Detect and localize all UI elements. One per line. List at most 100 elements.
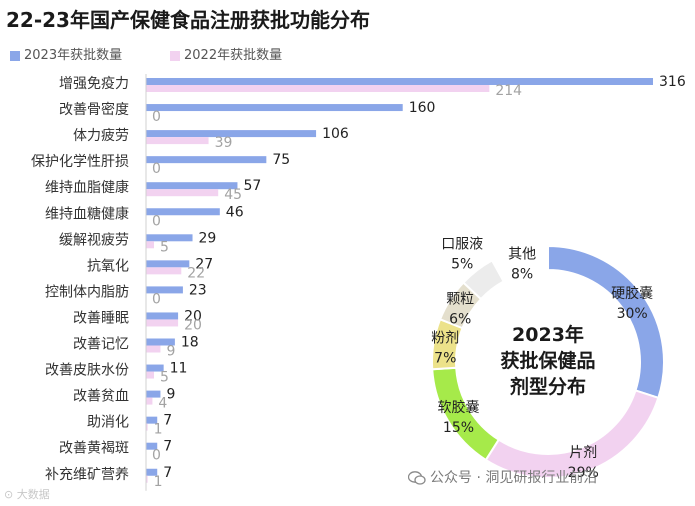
legend-item-2022: 2022年获批数量 <box>170 44 282 63</box>
category-label: 改善睡眠 <box>73 310 129 326</box>
bar-2023 <box>146 286 183 294</box>
bar-2023 <box>146 208 220 216</box>
data-label-2022: 0 <box>152 109 161 125</box>
data-label-2022: 5 <box>160 239 169 255</box>
category-label: 增强免疫力 <box>59 76 129 92</box>
bar-2023 <box>146 364 164 372</box>
data-label-2022: 214 <box>495 83 522 99</box>
slice-percent: 5% <box>451 256 473 272</box>
data-label-2022: 1 <box>154 474 163 490</box>
category-label: 缓解视疲劳 <box>59 231 129 248</box>
data-label-2022: 5 <box>160 370 169 386</box>
bar-2023 <box>146 130 317 138</box>
data-label-2023: 75 <box>272 152 290 168</box>
bar-2023 <box>146 156 267 164</box>
bar-2023 <box>146 390 161 398</box>
category-label: 改善骨密度 <box>59 101 129 118</box>
bar-2022 <box>146 189 219 197</box>
bar-2023 <box>146 338 175 346</box>
data-label-2023: 7 <box>163 465 172 481</box>
data-label-2022: 9 <box>166 344 175 360</box>
bar-2022 <box>146 241 155 249</box>
data-label-2022: 45 <box>224 187 242 203</box>
donut-title-line-2: 获批保健品 <box>500 350 596 372</box>
slice-percent: 15% <box>443 420 474 436</box>
category-label: 维持血脂健康 <box>45 179 129 196</box>
category-label: 保护化学性肝损 <box>31 154 129 170</box>
slice-percent: 29% <box>568 465 599 481</box>
bar-2023 <box>146 312 179 320</box>
slice-label: 硬胶囊 <box>611 285 653 302</box>
donut-center-title: 2023年 获批保健品 剂型分布 <box>478 322 618 400</box>
watermark: 公众号 · 洞见研报行业前沿 <box>408 467 597 487</box>
data-label-2022: 1 <box>154 422 163 438</box>
bar-2023 <box>146 234 193 242</box>
bar-2022 <box>146 319 179 327</box>
bar-2023 <box>146 78 653 85</box>
chart-title: 22-23年国产保健食品注册获批功能分布 <box>6 8 370 32</box>
data-label-2023: 20 <box>184 308 202 324</box>
slice-label: 其他 <box>508 246 536 262</box>
bar-2023 <box>146 416 158 424</box>
bar-2023 <box>146 260 190 268</box>
slice-label: 颗粒 <box>446 291 474 307</box>
category-label: 改善贫血 <box>73 389 129 405</box>
bar-2022 <box>146 267 182 275</box>
donut-slice <box>490 244 549 283</box>
bar-2022 <box>146 475 148 483</box>
data-label-2023: 7 <box>163 439 172 455</box>
bar-2022 <box>146 85 490 92</box>
watermark-text: 公众号 · 洞见研报行业前沿 <box>430 470 598 486</box>
data-label-2023: 57 <box>243 178 261 194</box>
bottom-watermark: ⊙ 大数据 <box>4 488 50 501</box>
slice-label: 粉剂 <box>431 331 459 347</box>
data-label-2023: 160 <box>409 100 436 116</box>
slice-percent: 8% <box>511 266 533 282</box>
legend-item-2023: 2023年获批数量 <box>10 44 122 63</box>
bar-2023 <box>146 442 158 450</box>
bar-2022 <box>146 137 209 145</box>
slice-percent: 30% <box>617 306 648 322</box>
slice-label: 片剂 <box>569 445 597 461</box>
category-label: 补充维矿营养 <box>45 467 129 483</box>
data-label-2023: 106 <box>322 126 349 142</box>
slice-percent: 7% <box>434 351 456 367</box>
bar-2023 <box>146 468 158 476</box>
data-label-2022: 39 <box>215 135 233 151</box>
legend-swatch-2023 <box>10 50 20 61</box>
donut-title-line-1: 2023年 <box>512 324 584 346</box>
data-label-2023: 23 <box>189 282 207 298</box>
donut-title-line-3: 剂型分布 <box>509 376 586 398</box>
bar-2022 <box>146 345 161 353</box>
data-label-2023: 18 <box>181 335 199 351</box>
category-label: 体力疲劳 <box>73 127 129 144</box>
bar-2023 <box>146 182 238 190</box>
category-label: 改善记忆 <box>73 337 129 353</box>
wechat-icon <box>408 471 426 485</box>
bar-2022 <box>146 423 148 431</box>
bar-2022 <box>146 397 153 405</box>
category-label: 维持血糖健康 <box>45 205 129 222</box>
data-label-2022: 20 <box>184 317 202 333</box>
data-label-2022: 0 <box>152 291 161 307</box>
bar-2022 <box>146 371 155 379</box>
legend-swatch-2022 <box>170 50 180 61</box>
data-label-2023: 9 <box>166 387 175 403</box>
data-label-2022: 0 <box>152 448 161 464</box>
legend-label-2022: 2022年获批数量 <box>184 48 283 63</box>
data-label-2022: 0 <box>152 161 161 177</box>
slice-label: 软胶囊 <box>437 399 479 416</box>
slice-label: 口服液 <box>441 236 483 252</box>
data-label-2022: 4 <box>158 396 167 412</box>
data-label-2022: 0 <box>152 213 161 229</box>
data-label-2023: 46 <box>226 204 244 220</box>
data-label-2023: 29 <box>199 230 217 246</box>
data-label-2022: 22 <box>187 265 205 281</box>
category-label: 助消化 <box>87 415 129 431</box>
bar-2023 <box>146 104 403 112</box>
category-label: 改善黄褐斑 <box>59 440 129 457</box>
data-label-2023: 7 <box>163 413 172 429</box>
category-label: 控制体内脂肪 <box>45 284 129 300</box>
category-label: 改善皮肤水份 <box>45 363 129 379</box>
